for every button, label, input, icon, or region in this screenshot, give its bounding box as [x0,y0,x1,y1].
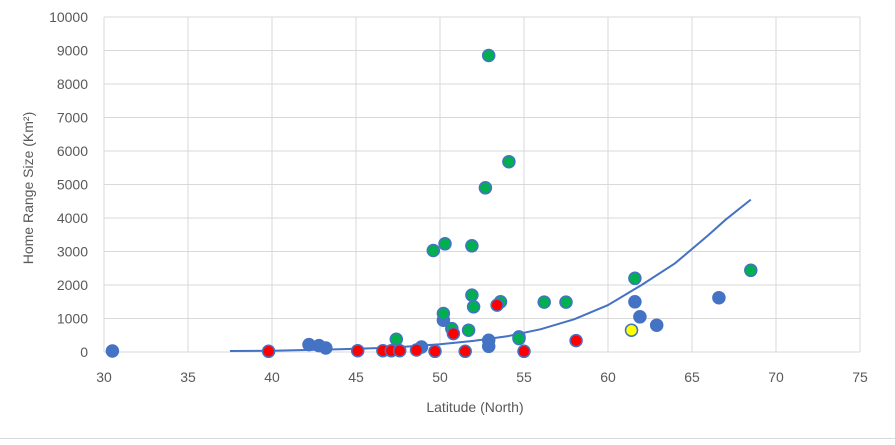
data-point-green [512,331,526,346]
y-tick-label: 9000 [57,43,88,59]
y-tick-label: 2000 [57,277,88,293]
data-point-red [409,343,424,357]
data-point-green [466,300,481,314]
data-point-green [628,271,642,286]
chart-bottom-rule [0,438,895,439]
data-point-green [559,295,573,309]
data-point-red [392,343,407,358]
data-point-green [502,154,516,169]
y-tick-label: 6000 [57,143,88,159]
y-tick-label: 7000 [57,110,88,126]
data-point-red [569,333,583,348]
data-point-red [350,343,365,358]
x-tick-label: 45 [348,369,364,385]
trendline [229,198,752,352]
x-tick-label: 65 [684,369,700,385]
data-point-blue [319,341,333,355]
data-point-blue [628,295,642,309]
y-tick-label: 0 [80,344,88,360]
y-tick-label: 5000 [57,177,88,193]
y-tick-label: 3000 [57,244,88,260]
y-tick-label: 10000 [49,9,88,25]
data-point-green [389,332,404,347]
data-points [105,48,758,359]
data-point-green [537,295,551,309]
data-point-blue [649,318,664,332]
data-point-yellow [624,323,639,337]
data-point-green [438,237,452,251]
y-axis-tick-labels: 0 1000 2000 3000 4000 5000 6000 7000 8000 9000 100… [49,9,88,360]
data-point-red [490,298,504,312]
data-point-green [481,48,496,63]
y-axis-title: Home Range Size (Km²) [20,112,36,265]
data-point-green [436,306,451,321]
data-point-blue [633,310,647,324]
data-point-red [458,344,472,359]
x-tick-label: 35 [180,369,196,385]
x-tick-label: 50 [432,369,448,385]
data-point-red [446,326,461,341]
y-tick-label: 4000 [57,210,88,226]
x-axis-tick-labels: 30 35 40 45 50 55 60 65 70 75 [96,369,868,385]
data-point-green [426,243,441,258]
data-point-green [465,288,479,302]
x-axis-title: Latitude (North) [426,399,523,415]
data-point-green [461,323,476,337]
trendline-path [229,198,752,352]
data-point-green [465,239,479,253]
data-point-blue [481,333,496,348]
x-tick-label: 60 [600,369,616,385]
data-point-green [478,181,493,195]
data-point-green [744,263,758,278]
x-tick-label: 75 [852,369,868,385]
x-tick-label: 40 [264,369,280,385]
x-tick-label: 70 [768,369,784,385]
data-point-blue [712,290,726,305]
data-point-blue [105,344,120,358]
x-tick-label: 55 [516,369,532,385]
data-point-red [261,344,276,359]
x-tick-label: 30 [96,369,112,385]
data-point-red [517,344,531,359]
data-point-red [428,344,442,359]
y-tick-label: 8000 [57,76,88,92]
y-tick-label: 1000 [57,311,88,327]
